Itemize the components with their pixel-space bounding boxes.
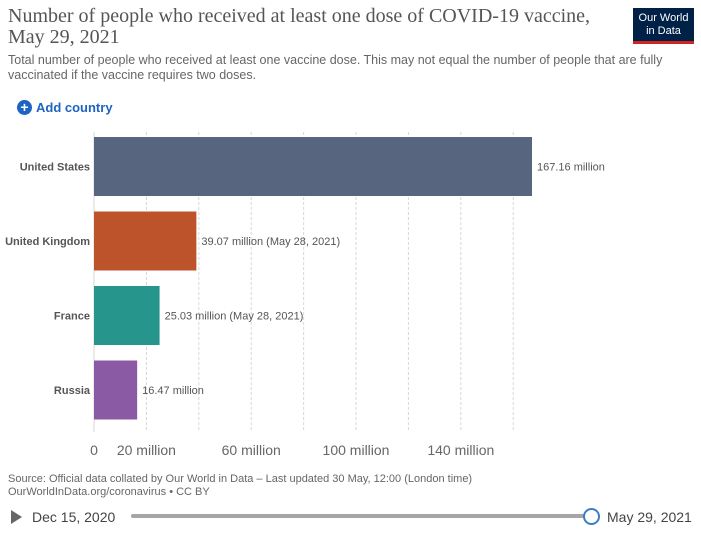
logo-line-2: in Data bbox=[646, 25, 681, 37]
x-tick-label-4: 140 million bbox=[427, 442, 494, 458]
timeline-end-date: May 29, 2021 bbox=[607, 509, 692, 525]
bar-chart: United States 167.16 million United Kingdo… bbox=[5, 132, 605, 458]
bar-2 bbox=[94, 286, 160, 345]
bar-1 bbox=[94, 211, 197, 271]
value-label-0: 167.16 million bbox=[537, 162, 605, 174]
category-label-3: Russia bbox=[54, 385, 91, 397]
chart-title: Number of people who received at least o… bbox=[8, 5, 591, 48]
add-country-label: Add country bbox=[36, 100, 113, 115]
plus-circle-icon: + bbox=[17, 100, 32, 115]
timeline-track-fill bbox=[131, 514, 591, 518]
chart-subtitle: Total number of people who received at l… bbox=[8, 53, 663, 82]
play-icon[interactable] bbox=[11, 510, 22, 524]
source-line: Source: Official data collated by Our Wo… bbox=[8, 473, 473, 485]
bar-3 bbox=[94, 360, 138, 420]
x-tick-label-3: 100 million bbox=[323, 442, 390, 458]
timeline-start-date: Dec 15, 2020 bbox=[32, 509, 116, 525]
license-line: OurWorldInData.org/coronavirus • CC BY bbox=[8, 486, 210, 498]
x-tick-label-1: 20 million bbox=[117, 442, 176, 458]
category-label-1: United Kingdom bbox=[5, 236, 90, 248]
value-label-1: 39.07 million (May 28, 2021) bbox=[201, 236, 340, 248]
timeline-track[interactable] bbox=[131, 514, 591, 518]
bar-0 bbox=[94, 137, 532, 196]
add-country-button[interactable]: + Add country bbox=[17, 100, 113, 115]
category-label-0: United States bbox=[20, 162, 90, 174]
source-note: Source: Official data collated by Our Wo… bbox=[8, 473, 472, 499]
value-label-3: 16.47 million bbox=[142, 385, 204, 397]
timeline-handle[interactable] bbox=[583, 508, 600, 525]
logo-line-1: Our World bbox=[638, 12, 689, 24]
value-label-2: 25.03 million (May 28, 2021) bbox=[165, 311, 304, 323]
x-tick-label-2: 60 million bbox=[222, 442, 281, 458]
timeline: Dec 15, 2020 May 29, 2021 bbox=[0, 505, 701, 529]
owid-logo[interactable]: Our World in Data bbox=[633, 8, 694, 44]
category-label-2: France bbox=[54, 311, 90, 323]
x-tick-label-0: 0 bbox=[90, 442, 98, 458]
